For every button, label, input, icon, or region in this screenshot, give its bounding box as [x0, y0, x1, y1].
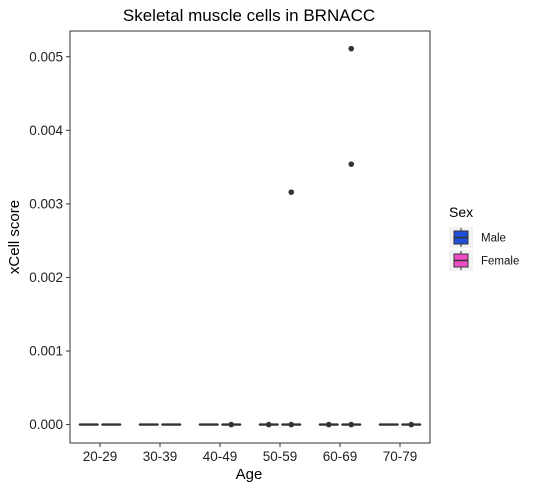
outlier-point: [288, 189, 295, 195]
x-axis-label: Age: [236, 466, 263, 483]
outlier-point: [348, 161, 355, 167]
x-tick-label: 60-69: [323, 449, 358, 464]
plot-panel: [69, 30, 431, 444]
y-tick-label: 0.002: [29, 270, 63, 285]
y-tick-label: 0.005: [29, 49, 63, 64]
outlier-point: [408, 421, 415, 428]
outlier-point: [265, 421, 272, 428]
x-tick-label: 20-29: [83, 449, 118, 464]
y-tick-label: 0.001: [29, 344, 63, 359]
y-tick-label: 0.000: [29, 417, 63, 432]
x-tick-label: 70-79: [383, 449, 418, 464]
y-tick-label: 0.004: [29, 123, 63, 138]
legend-title: Sex: [449, 204, 473, 220]
outlier-point: [228, 421, 235, 428]
chart-title: Skeletal muscle cells in BRNACC: [123, 6, 375, 25]
legend-label-female: Female: [481, 256, 519, 268]
outlier-point: [348, 45, 355, 52]
outlier-point: [348, 421, 355, 428]
y-axis: 0.000 0.001 0.002 0.003 0.004 0.005: [29, 49, 70, 432]
legend: Sex Male Female: [449, 204, 519, 271]
y-tick-label: 0.003: [29, 196, 63, 211]
x-tick-label: 40-49: [203, 449, 238, 464]
outlier-point: [325, 421, 332, 428]
x-axis: 20-29 30-39 40-49 50-59 60-69 70-79: [83, 443, 418, 464]
legend-label-male: Male: [481, 233, 506, 245]
x-tick-label: 50-59: [263, 449, 298, 464]
x-tick-label: 30-39: [143, 449, 178, 464]
outlier-point: [288, 421, 295, 428]
box-plot-series: [78, 45, 422, 428]
y-axis-label: xCell score: [6, 200, 23, 274]
